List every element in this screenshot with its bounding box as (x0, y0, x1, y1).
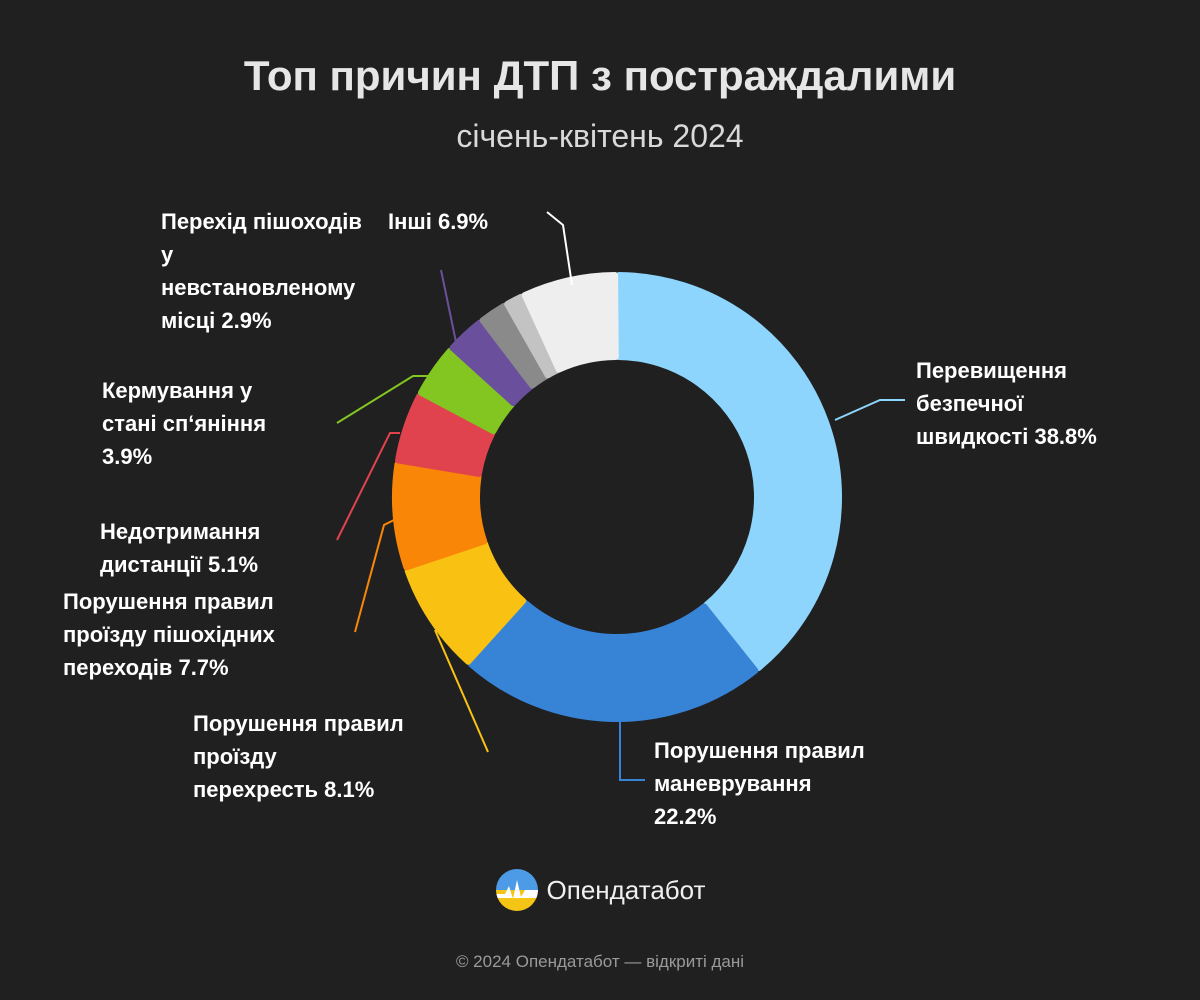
donut-slice-1 (468, 599, 759, 722)
slice-label-line: маневрування (654, 771, 812, 796)
slice-label-line: невстановленому (161, 275, 356, 300)
slice-label-line: стані сп‘яніння (102, 411, 266, 436)
slice-label-9: Інші 6.9% (388, 209, 488, 234)
slice-label-line: Перевищення (916, 358, 1067, 383)
leader-line-3 (354, 517, 399, 633)
slice-label-line: Інші 6.9% (388, 209, 488, 234)
slice-label-2: Порушення правил проїзду перехресть 8.1% (193, 711, 404, 802)
chart-subtitle: січень-квітень 2024 (456, 118, 744, 154)
slice-label-line: безпечної (916, 391, 1024, 416)
donut-slice-3 (392, 461, 488, 571)
slice-label-line: 22.2% (654, 804, 716, 829)
slice-label-line: Перехід пішоходів (161, 209, 362, 234)
donut-slice-5 (418, 347, 515, 435)
labels-layer: Перевищення безпечної швидкості 38.8% Поруш… (63, 209, 1097, 829)
leader-line-6 (440, 269, 457, 343)
brand-name: Опендатабот (546, 874, 706, 905)
slice-label-line: дистанції 5.1% (100, 552, 258, 577)
slice-label-4: Недотримання дистанції 5.1% (100, 519, 260, 577)
slice-label-line: Недотримання (100, 519, 260, 544)
slice-label-line: 3.9% (102, 444, 152, 469)
slice-label-line: перехресть 8.1% (193, 777, 374, 802)
slice-label-line: Порушення правил (654, 738, 865, 763)
leader-line-1 (619, 718, 645, 781)
slices-layer (392, 272, 842, 722)
donut-slice-2 (404, 540, 527, 665)
slice-label-line: Порушення правил (63, 589, 274, 614)
footer-copyright: © 2024 Опендатабот — відкриті дані (455, 952, 745, 971)
slice-label-0: Перевищення безпечної швидкості 38.8% (916, 358, 1097, 449)
slice-label-line: Кермування у (102, 378, 253, 403)
leader-lines-layer (336, 211, 905, 781)
leader-line-2 (434, 629, 489, 753)
slice-label-line: проїзду пішохідних (63, 622, 276, 647)
leader-line-9 (546, 211, 573, 286)
slice-label-line: місці 2.9% (161, 308, 272, 333)
leader-line-5 (336, 375, 428, 424)
slice-label-line: проїзду (193, 744, 278, 769)
slice-label-3: Порушення правил проїзду пішохідних перехо… (63, 589, 276, 680)
donut-slice-9 (521, 272, 619, 373)
slice-label-line: переходів 7.7% (63, 655, 229, 680)
donut-slice-4 (395, 393, 496, 477)
slice-label-1: Порушення правил маневрування 22.2% (654, 738, 865, 829)
leader-line-0 (834, 399, 905, 421)
slice-label-line: у (161, 242, 174, 267)
donut-slice-0 (615, 272, 842, 672)
slice-label-6: Перехід пішоходів у невстановленому місці 2… (161, 209, 362, 333)
leader-line-4 (336, 432, 400, 541)
brand: Опендатабот (0, 868, 1200, 912)
slice-label-line: швидкості 38.8% (916, 424, 1097, 449)
slice-label-line: Порушення правил (193, 711, 404, 736)
slice-label-5: Кермування у стані сп‘яніння 3.9% (102, 378, 266, 469)
opendatabot-logo-icon (495, 869, 538, 911)
chart-title: Топ причин ДТП з постраждалими (243, 52, 957, 99)
